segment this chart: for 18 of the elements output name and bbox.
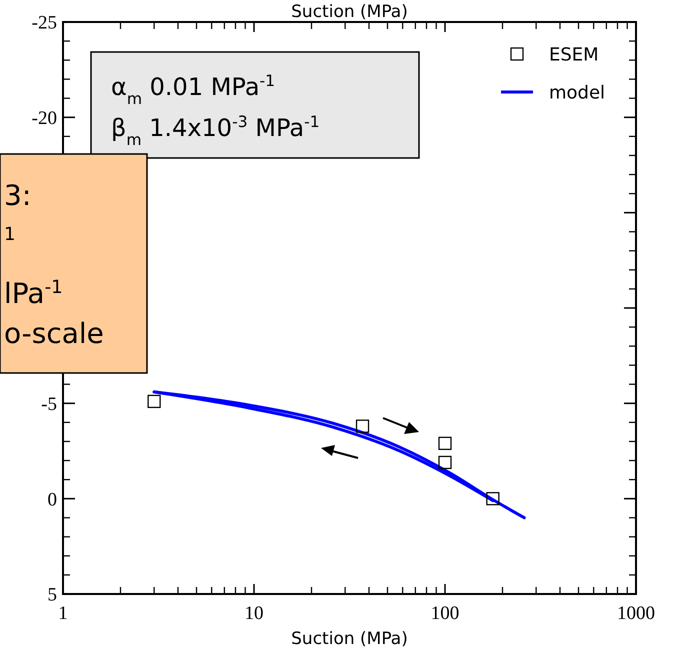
x-axis-title: Suction (MPa) [291, 629, 408, 649]
annotation: β$_{m}$ 1.4x10$^{-3}$ MPa$^{-1}$ [111, 113, 320, 149]
y-tick-label: -20 [32, 108, 57, 129]
legend-label: ESEM [549, 44, 599, 66]
y-tick-label: -25 [32, 12, 57, 34]
x-tick-label: 10 [244, 603, 264, 624]
note-box: 3: 1 lPa$^{-1}$ o-scale [0, 153, 148, 374]
chart-title: Suction (MPa) [291, 2, 408, 22]
y-tick-label: 5 [48, 584, 57, 606]
x-tick-label: 1000 [617, 603, 655, 624]
annotation: o-scale [4, 317, 104, 350]
y-tick-label: 0 [48, 489, 57, 510]
legend-label: model [549, 82, 606, 104]
y-tick-label: -5 [41, 394, 57, 415]
annotation: α$_{m}$ 0.01 MPa$^{-1}$ [111, 72, 276, 108]
x-tick-label: 100 [430, 603, 460, 624]
x-tick-label: 1 [58, 603, 68, 624]
note-box: α$_{m}$ 0.01 MPa$^{-1}$ β$_{m}$ 1.4x10$^{-3}$ MPa$^{-1}$ [90, 51, 420, 159]
